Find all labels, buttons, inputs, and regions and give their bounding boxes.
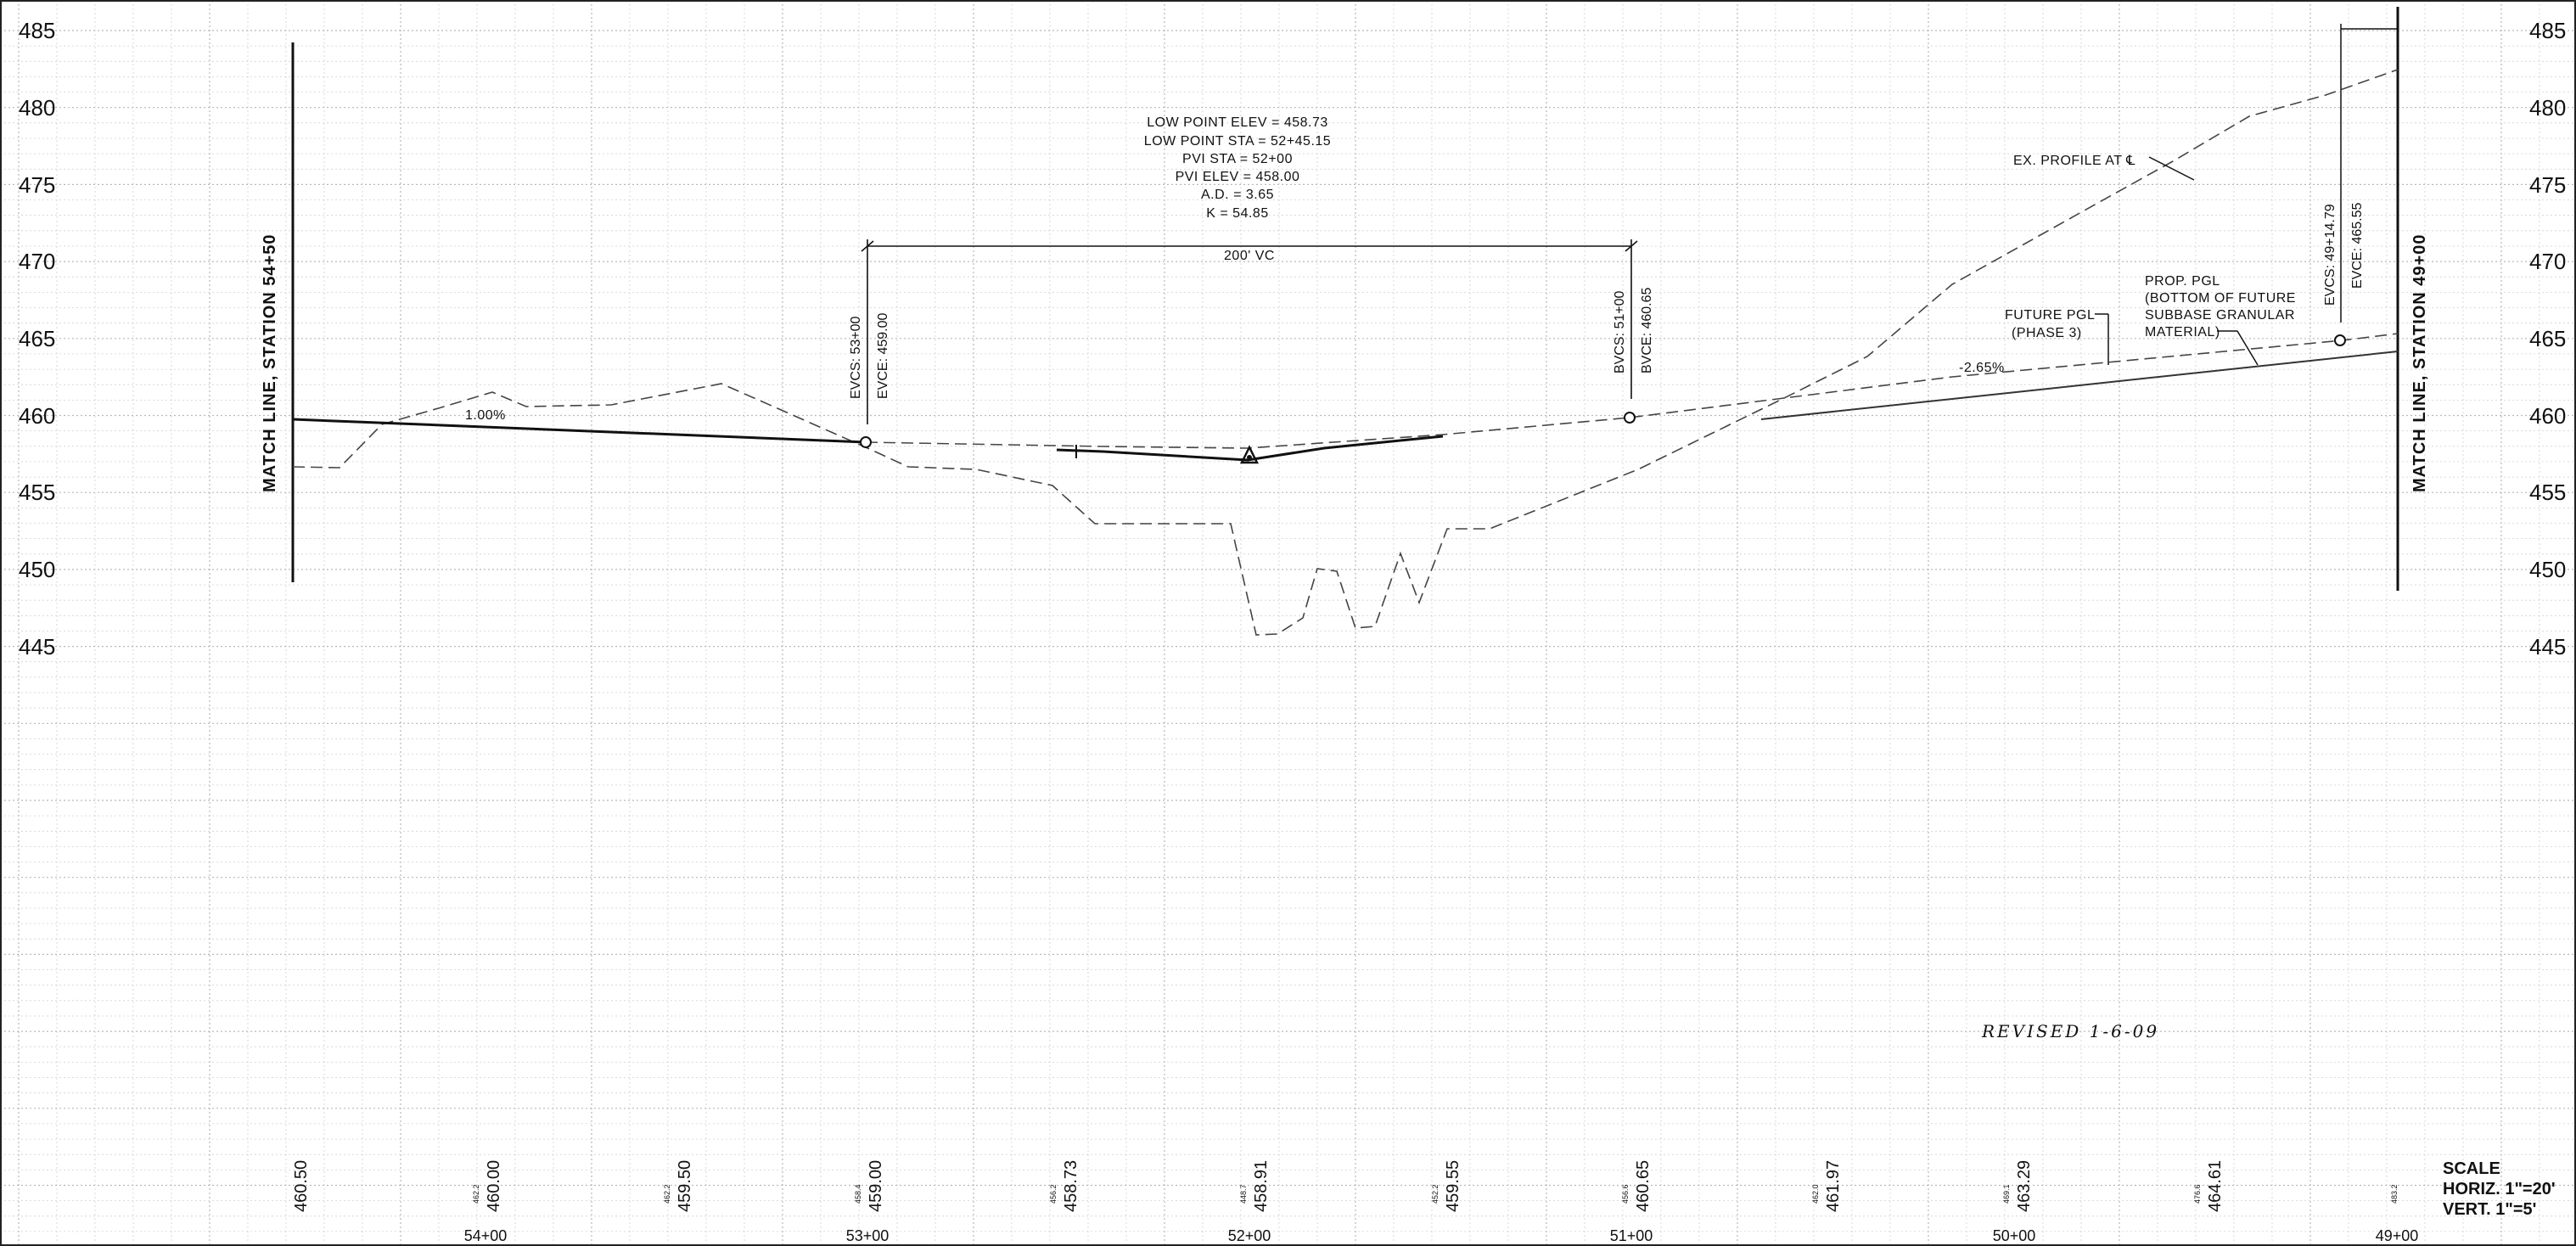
match-line-left-label: MATCH LINE, STATION 54+50 — [261, 234, 279, 492]
proposed-elevation: 461.97 — [1824, 1160, 1843, 1212]
elev-tick-label: 455 — [2529, 480, 2566, 505]
station-label: 53+00 — [846, 1227, 890, 1244]
elev-tick-label: 465 — [2529, 326, 2566, 351]
elev-tick-label: 465 — [19, 326, 55, 351]
evcs-right-elevation-label: EVCE: 465.55 — [2350, 203, 2365, 289]
existing-elevation: 476.6 — [2193, 1184, 2202, 1204]
existing-elevation: 483.2 — [2390, 1184, 2399, 1204]
elevation-table: 460.50 462.2 460.00 462.2 459.50 458.4 4… — [292, 1160, 2399, 1212]
curve-data-line: LOW POINT STA = 52+45.15 — [1144, 134, 1331, 149]
pvi-triangle-icon — [1239, 445, 1260, 464]
evcs-elevation-label: EVCE: 459.00 — [876, 313, 890, 400]
station-axis: 54+00 53+00 52+00 51+00 50+00 49+00 — [464, 1227, 2419, 1244]
proposed-elevation: 460.00 — [485, 1160, 503, 1212]
proposed-elevation: 464.61 — [2206, 1160, 2225, 1212]
revision-note: REVISED 1-6-09 — [1981, 1021, 2159, 1041]
station-label: 51+00 — [1610, 1227, 1653, 1244]
elev-tick-label: 475 — [19, 172, 55, 198]
prop-pgl-callout: PROP. PGL (BOTTOM OF FUTURE SUBBASE GRAN… — [2145, 274, 2296, 340]
elev-tick-label: 485 — [19, 18, 55, 43]
proposed-profile — [292, 418, 867, 444]
existing-elevation: 458.4 — [854, 1184, 862, 1204]
curve-data-block: LOW POINT ELEV = 458.73 LOW POINT STA = … — [1144, 115, 1331, 221]
callout-line: PROP. PGL — [2145, 274, 2220, 289]
callout-line: MATERIAL) — [2145, 325, 2220, 340]
existing-ground-profile — [292, 69, 2399, 636]
existing-elevation: 462.0 — [1811, 1184, 1820, 1204]
vc-length-label: 200' VC — [1224, 249, 1275, 263]
future-pgl-callout: FUTURE PGL (PHASE 3) — [2005, 308, 2095, 340]
bvcs-elevation-label: BVCE: 460.65 — [1640, 288, 1654, 374]
dimension-tick — [861, 240, 874, 252]
proposed-elevation: 459.55 — [1444, 1160, 1462, 1212]
proposed-elevation: 458.91 — [1252, 1160, 1271, 1212]
station-label: 52+00 — [1228, 1227, 1271, 1244]
proposed-profile-sag — [1056, 435, 1444, 462]
proposed-profile-right — [1760, 351, 2399, 420]
grade-right-label: -2.65% — [1959, 361, 2005, 375]
evcs-station-label: EVCS: 53+00 — [849, 317, 863, 400]
scale-vertical: VERT. 1"=5' — [2443, 1200, 2536, 1219]
existing-elevation: 462.2 — [663, 1184, 671, 1204]
evcs-right-station-label: EVCS: 49+14.79 — [2323, 204, 2337, 306]
leader-line — [2148, 156, 2195, 181]
existing-elevation: 456.6 — [1621, 1184, 1630, 1204]
curve-data-line: PVI ELEV = 458.00 — [1176, 170, 1300, 184]
evcs-right-marker — [2334, 334, 2346, 346]
match-line-right-label: MATCH LINE, STATION 49+00 — [2410, 234, 2429, 492]
elev-tick-label: 445 — [2529, 634, 2566, 659]
station-label: 49+00 — [2376, 1227, 2419, 1244]
proposed-elevation: 460.50 — [292, 1160, 311, 1212]
future-pgl-profile — [865, 333, 2399, 449]
callout-line: (BOTTOM OF FUTURE — [2145, 291, 2296, 306]
elev-tick-label: 450 — [2529, 557, 2566, 582]
curve-data-line: K = 54.85 — [1206, 206, 1268, 221]
bvcs-station-label: BVCS: 51+00 — [1613, 291, 1627, 374]
scale-horizontal: HORIZ. 1"=20' — [2443, 1180, 2556, 1198]
existing-elevation: 448.7 — [1239, 1184, 1248, 1204]
curve-data-line: PVI STA = 52+00 — [1182, 152, 1293, 166]
elev-tick-label: 480 — [19, 95, 55, 121]
pvi-point — [1247, 455, 1252, 460]
curve-data-line: A.D. = 3.65 — [1201, 188, 1274, 202]
existing-elevation: 456.2 — [1049, 1184, 1058, 1204]
existing-elevation: 469.1 — [2002, 1184, 2011, 1204]
proposed-elevation: 459.00 — [867, 1160, 885, 1212]
scale-title: SCALE — [2443, 1159, 2500, 1178]
elev-tick-label: 460 — [2529, 403, 2566, 429]
ex-profile-callout: EX. PROFILE AT ℄ — [2013, 154, 2135, 168]
elevation-axis-right: 485 480 475 470 465 460 455 450 445 — [2529, 18, 2566, 659]
callout-line: SUBBASE GRANULAR — [2145, 308, 2295, 323]
elev-tick-label: 480 — [2529, 95, 2566, 121]
existing-elevation: 462.2 — [472, 1184, 480, 1204]
proposed-elevation: 463.29 — [2015, 1160, 2034, 1212]
scale-block: SCALE HORIZ. 1"=20' VERT. 1"=5' — [2443, 1159, 2556, 1219]
elevation-axis-left: 485 480 475 470 465 460 455 450 445 — [19, 18, 55, 659]
station-label: 54+00 — [464, 1227, 508, 1244]
leader-line — [2236, 330, 2259, 366]
elev-tick-label: 475 — [2529, 172, 2566, 198]
dimension-tick — [1625, 240, 1638, 252]
grade-left-label: 1.00% — [465, 408, 506, 423]
elev-tick-label: 470 — [2529, 249, 2566, 274]
elev-tick-label: 455 — [19, 480, 55, 505]
elev-tick-label: 450 — [19, 557, 55, 582]
proposed-elevation: 460.65 — [1634, 1160, 1653, 1212]
station-label: 50+00 — [1993, 1227, 2036, 1244]
elev-tick-label: 470 — [19, 249, 55, 274]
elev-tick-label: 460 — [19, 403, 55, 429]
elev-tick-label: 485 — [2529, 18, 2566, 43]
existing-elevation: 452.2 — [1431, 1184, 1440, 1204]
elev-tick-label: 445 — [19, 634, 55, 659]
curve-data-line: LOW POINT ELEV = 458.73 — [1147, 115, 1328, 130]
proposed-elevation: 459.50 — [676, 1160, 694, 1212]
evcs-marker — [860, 436, 872, 448]
bvcs-marker — [1624, 412, 1636, 424]
callout-line: (PHASE 3) — [2012, 326, 2082, 340]
proposed-elevation: 458.73 — [1062, 1160, 1080, 1212]
callout-line: FUTURE PGL — [2005, 308, 2095, 323]
